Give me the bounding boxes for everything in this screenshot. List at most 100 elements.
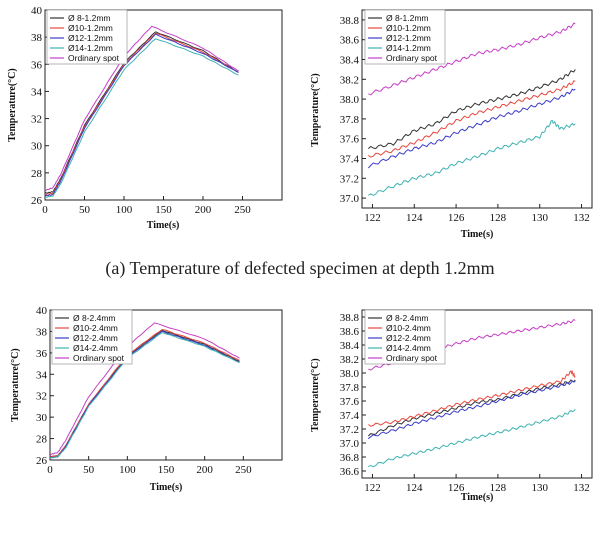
legend-label: Ø12-1.2mm xyxy=(386,33,431,43)
y-tick-label: 28 xyxy=(36,434,48,446)
legend-box xyxy=(51,309,133,365)
x-tick-label: 100 xyxy=(116,204,133,216)
legend-label: Ordinary spot xyxy=(386,53,438,63)
y-tick-label: 26 xyxy=(36,455,48,467)
y-tick-label: 34 xyxy=(31,86,43,98)
legend-label: Ø10-1.2mm xyxy=(386,23,431,33)
legend-label: Ø 8-2.4mm xyxy=(73,313,116,323)
y-tick-label: 34 xyxy=(36,369,48,381)
y-tick-label: 37.4 xyxy=(340,410,360,422)
legend-label: Ordinary spot xyxy=(73,353,125,363)
series-line xyxy=(49,328,240,458)
y-tick-label: 37.8 xyxy=(340,114,360,126)
y-axis-label: Temperature(°C) xyxy=(310,358,321,431)
series-line xyxy=(44,25,239,192)
y-tick-label: 38.0 xyxy=(340,368,360,380)
y-tick-label: 37.8 xyxy=(340,382,360,394)
y-tick-label: 32 xyxy=(31,114,42,126)
y-tick-label: 38.6 xyxy=(340,35,360,47)
x-tick-label: 126 xyxy=(448,212,465,224)
legend-label: Ø 8-2.4mm xyxy=(386,313,429,323)
series-line xyxy=(367,379,576,437)
y-tick-label: 37.6 xyxy=(340,134,360,146)
y-tick-label: 38.0 xyxy=(340,94,360,106)
series-line xyxy=(44,38,239,198)
series-line xyxy=(367,69,576,150)
chart-bottom-left: 0 50 100 150 200 250 26 28 30 32 34 36 38 40 Time(s) Te… xyxy=(10,305,283,493)
x-tick-label: 250 xyxy=(235,464,252,476)
series-line xyxy=(367,88,576,169)
x-axis-label: Time(s) xyxy=(150,482,183,493)
y-tick-label: 36 xyxy=(31,59,43,71)
y-tick-label: 38.2 xyxy=(340,74,359,86)
legend-label: Ø10-2.4mm xyxy=(386,323,431,333)
legend: Ø 8-1.2mmØ10-1.2mmØ12-1.2mmØ14-1.2mmOrdi… xyxy=(364,9,446,65)
y-tick-label: 37.0 xyxy=(340,193,360,205)
x-tick-label: 130 xyxy=(531,212,548,224)
series-line xyxy=(368,22,576,96)
legend-label: Ordinary spot xyxy=(68,53,120,63)
chart-top-left: 0 50 100 150 200 250 26 28 30 32 34 36 38 40 Time(s) Te… xyxy=(7,5,283,231)
y-tick-label: 37.2 xyxy=(340,424,359,436)
x-tick-label: 132 xyxy=(573,482,590,494)
series-line xyxy=(44,33,239,197)
legend-label: Ø14-2.4mm xyxy=(386,343,431,353)
x-tick-label: 250 xyxy=(234,204,251,216)
legend-label: Ø 8-1.2mm xyxy=(68,13,111,23)
legend-label: Ø 8-1.2mm xyxy=(386,13,429,23)
x-tick-label: 0 xyxy=(42,204,48,216)
y-tick-label: 37.0 xyxy=(340,438,360,450)
y-axis-label: Temperature(°C) xyxy=(10,348,21,421)
x-axis-label: Time(s) xyxy=(461,492,494,503)
y-tick-label: 37.4 xyxy=(340,154,360,166)
x-axis-label: Time(s) xyxy=(147,220,180,231)
x-tick-label: 124 xyxy=(406,482,423,494)
y-axis-label: Temperature(°C) xyxy=(310,73,321,146)
legend-box xyxy=(46,9,128,65)
x-tick-label: 126 xyxy=(448,482,465,494)
plot-frame xyxy=(361,309,593,479)
series-line xyxy=(368,80,576,158)
y-tick-label: 38.8 xyxy=(340,15,360,27)
series-line xyxy=(44,31,239,194)
legend-box xyxy=(364,9,446,65)
legend: Ø 8-1.2mmØ10-1.2mmØ12-1.2mmØ14-1.2mmOrdi… xyxy=(46,9,128,65)
legend: Ø 8-2.4mmØ10-2.4mmØ12-2.4mmØ14-2.4mmOrdi… xyxy=(364,309,446,365)
y-tick-label: 30 xyxy=(31,141,43,153)
y-tick-label: 38.2 xyxy=(340,354,359,366)
y-tick-label: 38.6 xyxy=(340,326,360,338)
x-tick-label: 100 xyxy=(119,464,136,476)
legend-label: Ø14-2.4mm xyxy=(73,343,118,353)
legend-label: Ø14-1.2mm xyxy=(68,43,113,53)
plot-frame xyxy=(361,9,593,209)
x-tick-label: 130 xyxy=(531,482,548,494)
series-line xyxy=(368,369,576,427)
y-tick-label: 38 xyxy=(31,32,43,44)
x-tick-label: 128 xyxy=(490,212,507,224)
x-tick-label: 128 xyxy=(490,482,507,494)
y-tick-label: 36 xyxy=(36,348,48,360)
y-tick-label: 40 xyxy=(31,5,43,17)
series-line xyxy=(49,332,240,459)
y-tick-label: 32 xyxy=(36,391,47,403)
series-line xyxy=(368,409,576,468)
x-tick-label: 132 xyxy=(573,212,590,224)
series-line xyxy=(49,322,240,456)
x-tick-label: 50 xyxy=(83,464,95,476)
legend-box xyxy=(364,309,446,365)
x-tick-label: 200 xyxy=(195,204,212,216)
x-tick-label: 200 xyxy=(196,464,213,476)
chart-top-right: 122 124 126 128 130 132 37.0 37.2 37.4 37.6 37.8 38… xyxy=(310,9,593,240)
legend-label: Ø10-2.4mm xyxy=(73,323,118,333)
legend-label: Ø12-2.4mm xyxy=(73,333,118,343)
legend: Ø 8-2.4mmØ10-2.4mmØ12-2.4mmØ14-2.4mmOrdi… xyxy=(51,309,133,365)
legend-label: Ordinary spot xyxy=(386,353,438,363)
x-tick-label: 122 xyxy=(364,482,381,494)
y-tick-label: 38.4 xyxy=(340,340,360,352)
legend-label: Ø12-2.4mm xyxy=(386,333,431,343)
y-tick-label: 28 xyxy=(31,168,43,180)
y-tick-label: 38.8 xyxy=(340,312,360,324)
y-tick-label: 26 xyxy=(31,195,43,207)
x-axis-label: Time(s) xyxy=(461,229,494,240)
